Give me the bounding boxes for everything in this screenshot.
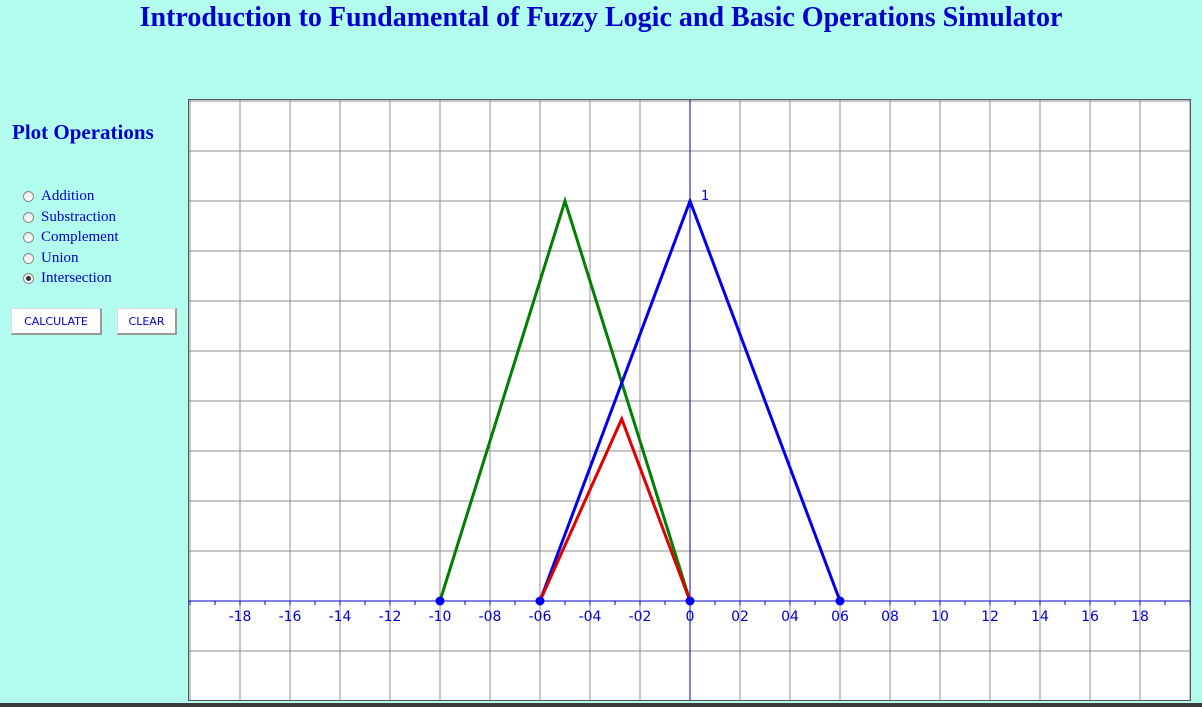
x-tick-label: 0 bbox=[686, 609, 695, 625]
option-complement[interactable]: Complement bbox=[23, 227, 119, 247]
option-union[interactable]: Union bbox=[23, 248, 79, 268]
x-tick-label: 16 bbox=[1081, 609, 1099, 625]
option-label: Substraction bbox=[41, 208, 116, 225]
x-tick-label: 12 bbox=[981, 609, 999, 625]
addition-radio[interactable] bbox=[23, 190, 34, 202]
x-tick-label: 08 bbox=[881, 609, 899, 625]
intersection-radio[interactable] bbox=[23, 272, 34, 284]
clear-button[interactable]: CLEAR bbox=[117, 308, 177, 335]
point-marker bbox=[835, 596, 845, 606]
y-tick-label: 1 bbox=[701, 189, 709, 204]
x-tick-label: -10 bbox=[429, 609, 452, 625]
option-substraction[interactable]: Substraction bbox=[23, 207, 116, 227]
x-tick-label: -04 bbox=[579, 609, 602, 625]
x-tick-label: 10 bbox=[931, 609, 949, 625]
x-tick-label: 04 bbox=[781, 609, 799, 625]
x-tick-label: -12 bbox=[379, 609, 402, 625]
option-intersection[interactable]: Intersection bbox=[23, 268, 112, 288]
x-tick-label: -16 bbox=[279, 609, 302, 625]
point-marker bbox=[685, 596, 695, 606]
complement-radio[interactable] bbox=[23, 231, 34, 243]
x-tick-label: -18 bbox=[229, 609, 252, 625]
x-tick-label: -14 bbox=[329, 609, 352, 625]
fuzzy-chart: -18 -16 -14 -12 -10 -08 -06 -04 -02 0 02 04 06 08 10 12… bbox=[189, 100, 1190, 700]
x-tick-label: -08 bbox=[479, 609, 502, 625]
point-marker bbox=[435, 596, 445, 606]
x-tick-label: 06 bbox=[831, 609, 849, 625]
option-label: Complement bbox=[41, 228, 119, 245]
option-label: Intersection bbox=[41, 269, 112, 286]
x-tick-label: 18 bbox=[1131, 609, 1149, 625]
union-radio[interactable] bbox=[23, 252, 34, 264]
substraction-radio[interactable] bbox=[23, 211, 34, 223]
option-label: Union bbox=[41, 249, 79, 266]
point-marker bbox=[535, 596, 545, 606]
intersection-line bbox=[538, 415, 692, 602]
calculate-button[interactable]: CALCULATE bbox=[11, 308, 102, 335]
set-a-line bbox=[438, 195, 692, 602]
right-edge bbox=[1192, 99, 1202, 701]
x-tick-label: 14 bbox=[1031, 609, 1049, 625]
x-tick-label: -02 bbox=[629, 609, 652, 625]
bottom-border bbox=[0, 703, 1202, 707]
panel-heading: Plot Operations bbox=[12, 120, 154, 144]
x-tick-label: 02 bbox=[731, 609, 749, 625]
page-title: Introduction to Fundamental of Fuzzy Log… bbox=[139, 2, 1063, 33]
plot-canvas[interactable]: -18 -16 -14 -12 -10 -08 -06 -04 -02 0 02 04 06 08 10 12… bbox=[188, 99, 1191, 701]
option-label: Addition bbox=[41, 187, 95, 204]
set-b-line bbox=[538, 196, 842, 602]
x-tick-label: -06 bbox=[529, 609, 552, 625]
option-addition[interactable]: Addition bbox=[23, 186, 94, 206]
